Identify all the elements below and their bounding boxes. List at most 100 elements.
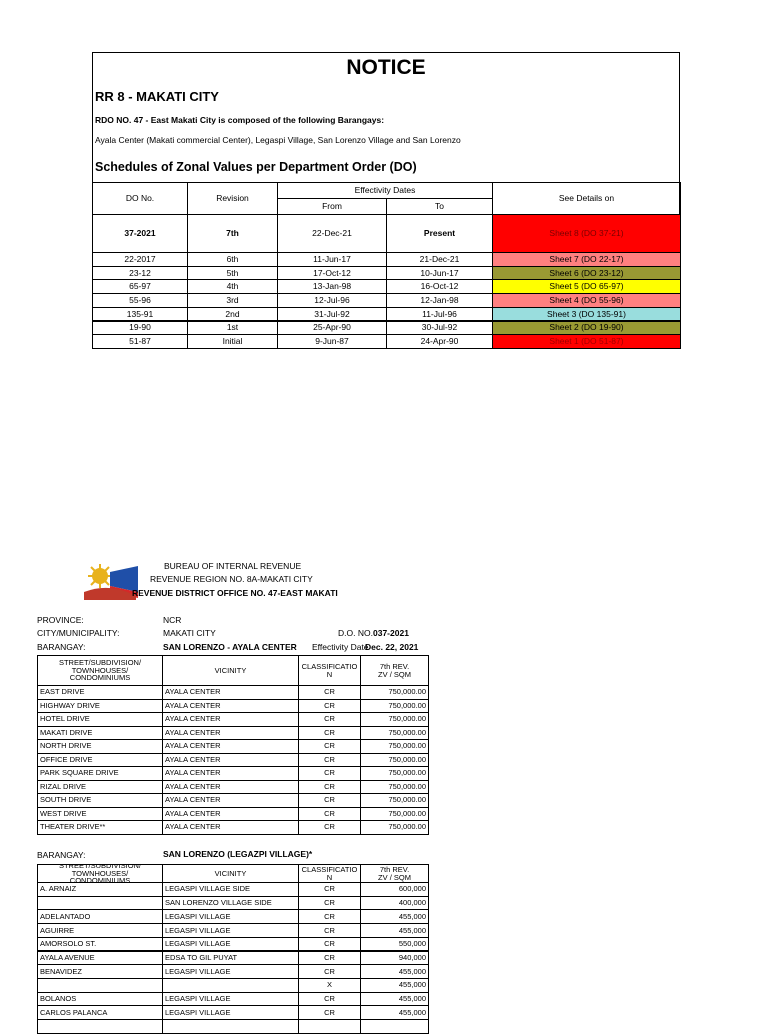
table-cell: 22-2017 — [92, 252, 188, 267]
table-cell: NORTH DRIVE — [37, 739, 163, 754]
table-cell: 455,000 — [360, 923, 429, 938]
table-cell: 750,000.00 — [360, 725, 429, 740]
table-cell: 455,000 — [360, 909, 429, 925]
table-cell: X — [298, 977, 361, 993]
table-cell: AMORSOLO ST. — [37, 936, 163, 952]
table-cell: 21-Dec-21 — [386, 252, 493, 267]
table-cell: AYALA CENTER — [162, 685, 299, 700]
table-cell: DO No. — [92, 182, 188, 215]
table-cell: THEATER DRIVE** — [37, 820, 163, 835]
table-cell: LEGASPI VILLAGE — [162, 991, 299, 1007]
table-cell: 550,000 — [360, 936, 429, 952]
table-cell — [37, 1019, 163, 1034]
table-cell: AYALA CENTER — [162, 698, 299, 713]
table-cell: Sheet 6 (DO 23-12) — [492, 265, 681, 281]
table-cell: CR — [298, 698, 361, 713]
table-cell: CR — [298, 964, 361, 979]
table-cell: EAST DRIVE — [37, 685, 163, 700]
table-cell: CR — [298, 895, 361, 911]
table-cell: 22-Dec-21 — [277, 214, 387, 253]
label: D.O. NO. — [338, 628, 373, 638]
table-cell: 600,000 — [360, 882, 429, 897]
region: RR 8 - MAKATI CITY — [95, 89, 219, 104]
table-cell: AYALA CENTER — [162, 806, 299, 821]
table-cell: 455,000 — [360, 977, 429, 993]
table-cell: 750,000.00 — [360, 685, 429, 700]
table-cell: Sheet 1 (DO 51-87) — [492, 334, 681, 349]
table-cell: OFFICE DRIVE — [37, 752, 163, 767]
table-cell: CR — [298, 909, 361, 925]
table-cell: AYALA CENTER — [162, 793, 299, 808]
table-cell — [162, 977, 299, 993]
table-cell: PARK SQUARE DRIVE — [37, 766, 163, 781]
table-cell: CR — [298, 991, 361, 1007]
table-cell: 3rd — [187, 293, 278, 308]
table-cell: 1st — [187, 320, 278, 336]
table-cell: 7th REV. ZV / SQM — [360, 655, 429, 686]
table-cell: CR — [298, 793, 361, 808]
table-cell: HOTEL DRIVE — [37, 712, 163, 727]
table-cell: 31-Jul-92 — [277, 306, 387, 322]
table-cell: STREET/SUBDIVISION/ TOWNHOUSES/ CONDOMIN… — [37, 655, 163, 686]
table-cell: 455,000 — [360, 964, 429, 979]
table-cell: 11-Jun-17 — [277, 252, 387, 267]
label: BARANGAY: — [37, 642, 86, 652]
table-cell: 16-Oct-12 — [386, 279, 493, 295]
table-cell: LEGASPI VILLAGE — [162, 936, 299, 952]
table-cell: Sheet 5 (DO 65-97) — [492, 279, 681, 295]
table-cell: Sheet 7 (DO 22-17) — [492, 252, 681, 267]
table-cell: AYALA CENTER — [162, 766, 299, 781]
table-cell: RIZAL DRIVE — [37, 779, 163, 794]
value: SAN LORENZO (LEGAZPI VILLAGE)* — [163, 849, 313, 859]
table-cell: CR — [298, 712, 361, 727]
table-cell: BOLANOS — [37, 991, 163, 1007]
table-cell: 25-Apr-90 — [277, 320, 387, 336]
table-cell — [360, 1019, 429, 1034]
table-cell: AYALA AVENUE — [37, 950, 163, 966]
value: Dec. 22, 2021 — [365, 642, 419, 652]
schedule-title: Schedules of Zonal Values per Department… — [95, 160, 417, 174]
value: MAKATI CITY — [163, 628, 216, 638]
table-cell: 750,000.00 — [360, 698, 429, 713]
table-cell: CLASSIFICATION — [298, 655, 361, 686]
table-cell: 13-Jan-98 — [277, 279, 387, 295]
table-cell: Revision — [187, 182, 278, 215]
table-cell: LEGASPI VILLAGE — [162, 909, 299, 925]
table-cell: AYALA CENTER — [162, 779, 299, 794]
table-cell: CR — [298, 725, 361, 740]
table-cell: BENAVIDEZ — [37, 964, 163, 979]
table-cell: 750,000.00 — [360, 739, 429, 754]
table-cell — [298, 1019, 361, 1034]
table-cell: 7th REV. ZV / SQM — [360, 864, 429, 883]
table-cell — [37, 895, 163, 911]
table-cell: 12-Jan-98 — [386, 293, 493, 308]
table-cell: 940,000 — [360, 950, 429, 966]
value: SAN LORENZO - AYALA CENTER — [163, 642, 297, 652]
table-cell: CR — [298, 739, 361, 754]
table-cell: See Details on — [492, 182, 681, 215]
table-cell: CR — [298, 1005, 361, 1020]
table-cell: ADELANTADO — [37, 909, 163, 925]
table-cell — [37, 977, 163, 993]
label: BARANGAY: — [37, 850, 86, 860]
table-cell: Initial — [187, 334, 278, 349]
label: Effectivity Date — [312, 642, 369, 652]
table-cell: Sheet 4 (DO 55-96) — [492, 293, 681, 308]
table-cell: 19-90 — [92, 320, 188, 336]
table-cell: AYALA CENTER — [162, 739, 299, 754]
table-cell: Sheet 8 (DO 37-21) — [492, 214, 681, 253]
table-cell: Present — [386, 214, 493, 253]
agency-line: REVENUE REGION NO. 8A-MAKATI CITY — [150, 574, 313, 584]
table-cell: To — [386, 198, 493, 215]
table-cell: A. ARNAIZ — [37, 882, 163, 897]
table-cell: 9-Jun-87 — [277, 334, 387, 349]
agency-line: BUREAU OF INTERNAL REVENUE — [164, 561, 302, 571]
table-cell: CARLOS PALANCA — [37, 1005, 163, 1020]
table-cell: LEGASPI VILLAGE — [162, 1005, 299, 1020]
table-cell: CLASSIFICATION — [298, 864, 361, 883]
table-cell: CR — [298, 752, 361, 767]
label: PROVINCE: — [37, 615, 84, 625]
table-cell: 750,000.00 — [360, 779, 429, 794]
bir-logo — [84, 564, 138, 600]
table-cell: 750,000.00 — [360, 793, 429, 808]
